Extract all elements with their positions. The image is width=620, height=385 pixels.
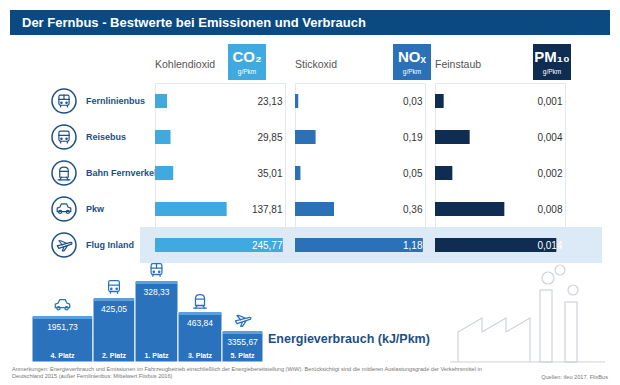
- svg-text:29,85: 29,85: [257, 132, 282, 143]
- svg-text:245,77: 245,77: [252, 240, 283, 251]
- html-text:g/Pkm: g/Pkm: [542, 68, 562, 75]
- svg-text:0,03: 0,03: [403, 96, 423, 107]
- html-text:g/Pkm: g/Pkm: [402, 68, 422, 75]
- svg-text:Bahn Fernverkehr: Bahn Fernverkehr: [86, 168, 164, 178]
- svg-text:35,01: 35,01: [257, 168, 282, 179]
- svg-text:425,05: 425,05: [101, 304, 127, 314]
- svg-text:0,36: 0,36: [403, 204, 423, 215]
- svg-text:Energieverbrauch (kJ/Pkm): Energieverbrauch (kJ/Pkm): [268, 332, 430, 346]
- svg-text:5. Platz: 5. Platz: [230, 352, 255, 359]
- html-text:NOₓ: NOₓ: [398, 48, 426, 65]
- html-text:Der Fernbus - Bestwerte bei Em: Der Fernbus - Bestwerte bei Emissionen u…: [22, 15, 366, 30]
- svg-text:0,05: 0,05: [403, 168, 423, 179]
- svg-text:Fernlinienbus: Fernlinienbus: [86, 96, 145, 106]
- html-text:Stickoxid: Stickoxid: [295, 58, 337, 70]
- html-text:Feinstaub: Feinstaub: [435, 58, 482, 70]
- html-text:Quellen: ifeu 2017, FlixBus: Quellen: ifeu 2017, FlixBus: [541, 374, 608, 380]
- html-text:CO₂: CO₂: [232, 48, 262, 65]
- svg-text:0,004: 0,004: [537, 132, 562, 143]
- svg-text:Reisebus: Reisebus: [86, 132, 126, 142]
- svg-text:3. Platz: 3. Platz: [188, 352, 213, 359]
- svg-text:1951,73: 1951,73: [47, 322, 78, 332]
- svg-text:463,84: 463,84: [187, 318, 213, 328]
- svg-text:328,33: 328,33: [144, 287, 170, 297]
- svg-text:2. Platz: 2. Platz: [102, 352, 127, 359]
- svg-text:1. Platz: 1. Platz: [144, 352, 169, 359]
- svg-text:1,18: 1,18: [403, 240, 423, 251]
- svg-text:0,19: 0,19: [403, 132, 423, 143]
- svg-text:0,014: 0,014: [537, 240, 562, 251]
- html-text:Kohlendioxid: Kohlendioxid: [155, 58, 216, 70]
- svg-text:0,001: 0,001: [537, 96, 562, 107]
- svg-text:0,008: 0,008: [537, 204, 562, 215]
- html-text:Anmerkungen: Energieverbrauch: Anmerkungen: Energieverbrauch und Emissi…: [12, 366, 482, 379]
- svg-text:137,81: 137,81: [252, 204, 283, 215]
- svg-text:4. Platz: 4. Platz: [50, 352, 75, 359]
- svg-text:23,13: 23,13: [257, 96, 282, 107]
- html-text:PM₁₀: PM₁₀: [534, 48, 570, 65]
- svg-text:3355,67: 3355,67: [227, 337, 258, 347]
- svg-text:Pkw: Pkw: [86, 204, 105, 214]
- html-text:g/Pkm: g/Pkm: [237, 68, 257, 75]
- svg-text:0,002: 0,002: [537, 168, 562, 179]
- svg-text:Flug Inland: Flug Inland: [86, 240, 134, 250]
